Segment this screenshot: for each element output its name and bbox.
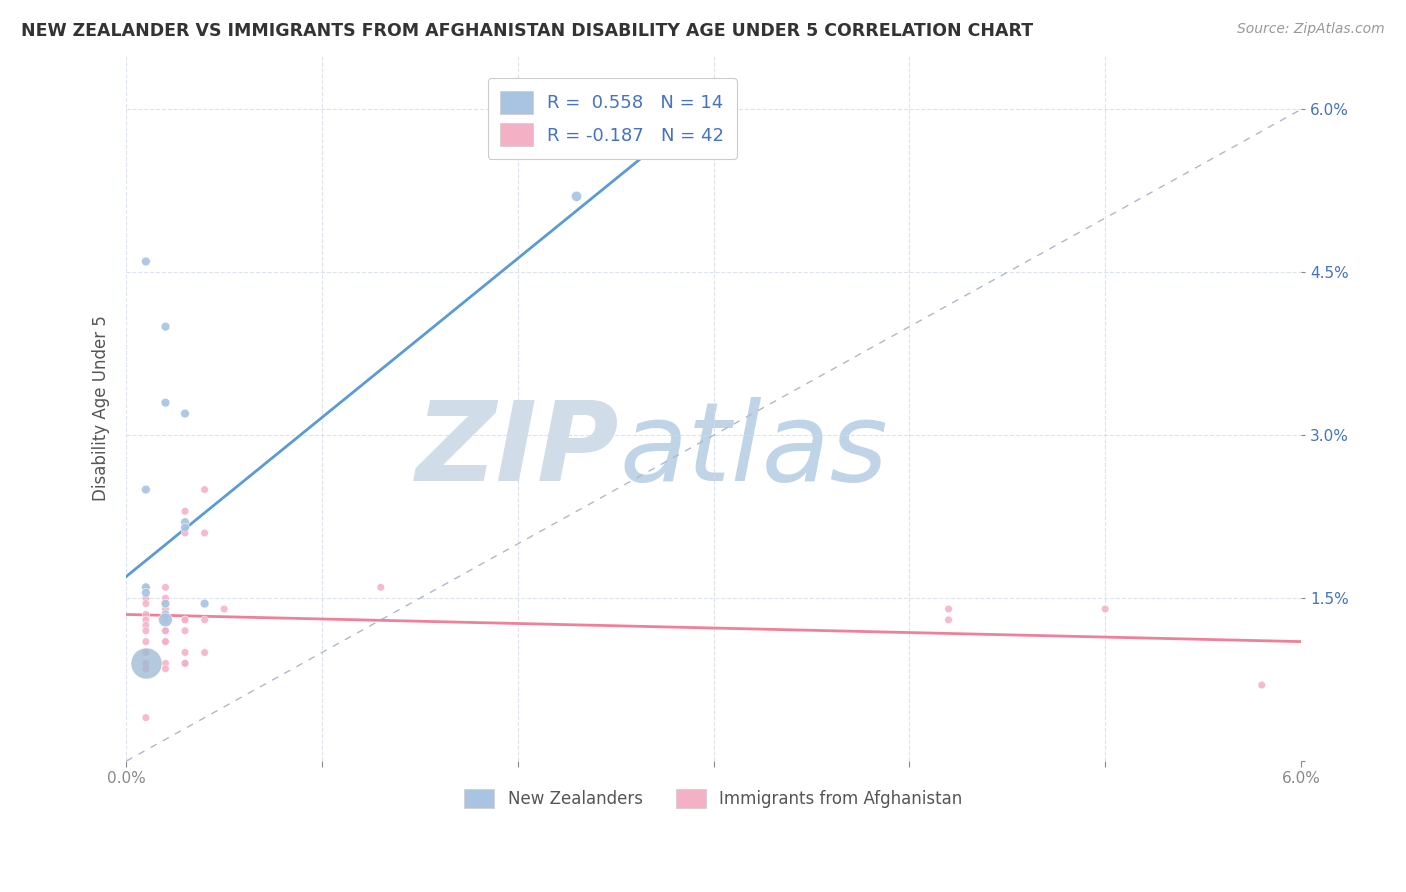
Point — [174, 613, 197, 627]
Point — [135, 634, 157, 648]
Point — [174, 624, 197, 638]
Point — [174, 657, 197, 671]
Point — [135, 580, 157, 594]
Point — [155, 634, 177, 648]
Point — [194, 613, 217, 627]
Point — [135, 662, 157, 676]
Point — [370, 580, 392, 594]
Point — [565, 189, 588, 203]
Point — [135, 711, 157, 725]
Point — [155, 613, 177, 627]
Point — [135, 597, 157, 611]
Point — [155, 607, 177, 622]
Point — [135, 591, 157, 606]
Point — [938, 602, 960, 616]
Point — [155, 624, 177, 638]
Text: Source: ZipAtlas.com: Source: ZipAtlas.com — [1237, 22, 1385, 37]
Point — [194, 597, 217, 611]
Point — [155, 634, 177, 648]
Point — [155, 395, 177, 409]
Point — [135, 657, 157, 671]
Point — [155, 597, 177, 611]
Point — [135, 607, 157, 622]
Text: atlas: atlas — [620, 397, 889, 504]
Point — [194, 526, 217, 541]
Point — [135, 657, 157, 671]
Point — [155, 624, 177, 638]
Y-axis label: Disability Age Under 5: Disability Age Under 5 — [93, 315, 110, 501]
Point — [155, 580, 177, 594]
Point — [135, 645, 157, 659]
Point — [155, 662, 177, 676]
Point — [174, 504, 197, 518]
Point — [155, 597, 177, 611]
Point — [135, 613, 157, 627]
Point — [135, 254, 157, 268]
Point — [135, 580, 157, 594]
Point — [135, 483, 157, 497]
Point — [135, 618, 157, 632]
Point — [194, 483, 217, 497]
Point — [212, 602, 235, 616]
Point — [174, 613, 197, 627]
Point — [155, 613, 177, 627]
Point — [174, 520, 197, 534]
Point — [155, 613, 177, 627]
Point — [174, 526, 197, 541]
Point — [194, 645, 217, 659]
Text: ZIP: ZIP — [416, 397, 620, 504]
Point — [174, 657, 197, 671]
Point — [155, 591, 177, 606]
Point — [135, 624, 157, 638]
Legend: New Zealanders, Immigrants from Afghanistan: New Zealanders, Immigrants from Afghanis… — [456, 780, 972, 816]
Point — [1094, 602, 1116, 616]
Point — [174, 515, 197, 529]
Point — [155, 602, 177, 616]
Text: NEW ZEALANDER VS IMMIGRANTS FROM AFGHANISTAN DISABILITY AGE UNDER 5 CORRELATION : NEW ZEALANDER VS IMMIGRANTS FROM AFGHANI… — [21, 22, 1033, 40]
Point — [135, 586, 157, 600]
Point — [155, 319, 177, 334]
Point — [174, 645, 197, 659]
Point — [155, 657, 177, 671]
Point — [938, 613, 960, 627]
Point — [1250, 678, 1272, 692]
Point — [174, 407, 197, 421]
